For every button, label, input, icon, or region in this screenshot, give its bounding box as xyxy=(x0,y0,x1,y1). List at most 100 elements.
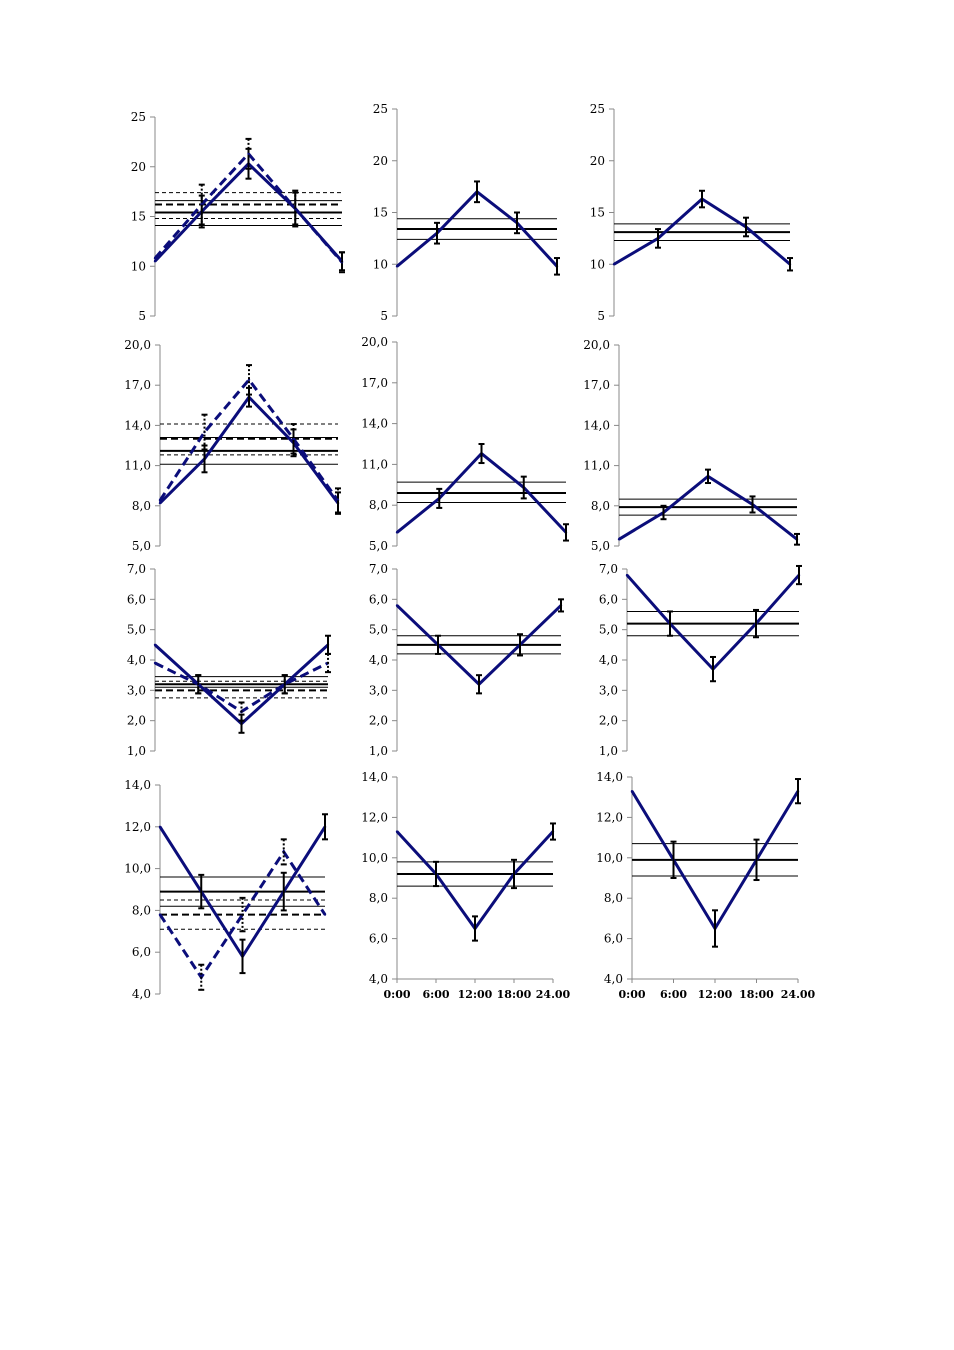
x-tick-label: 24.00 xyxy=(781,988,816,1001)
data-point xyxy=(625,573,629,577)
y-tick-label: 1,0 xyxy=(599,744,618,758)
y-tick-label: 1,0 xyxy=(369,744,388,758)
y-tick-label: 20,0 xyxy=(361,335,388,349)
y-tick-label: 3,0 xyxy=(369,683,388,697)
y-tick-label: 10,0 xyxy=(596,851,623,865)
y-tick-label: 5,0 xyxy=(369,539,388,553)
x-tick-label: 6:00 xyxy=(422,988,449,1001)
y-tick-label: 6,0 xyxy=(604,932,623,946)
y-tick-label: 8,0 xyxy=(132,499,151,513)
y-tick-label: 14,0 xyxy=(124,418,151,432)
y-tick-label: 1,0 xyxy=(127,744,146,758)
y-tick-label: 5,0 xyxy=(599,623,618,637)
data-point xyxy=(158,913,162,916)
y-tick-label: 11,0 xyxy=(124,459,151,473)
y-tick-label: 11,0 xyxy=(361,457,388,471)
y-tick-label: 8,0 xyxy=(369,891,388,905)
data-point xyxy=(153,661,157,665)
x-tick-label: 18:00 xyxy=(739,988,774,1001)
y-tick-label: 4,0 xyxy=(369,653,388,667)
y-tick-label: 20,0 xyxy=(583,338,610,352)
y-tick-label: 11,0 xyxy=(583,459,610,473)
y-tick-label: 2,0 xyxy=(599,714,618,728)
x-tick-label: 24.00 xyxy=(536,988,571,1001)
chart-panel-6: 20,0 17,0 14,0 11,0 8,0 5,0 xyxy=(583,338,800,553)
y-tick-label: 4,0 xyxy=(127,653,146,667)
data-point xyxy=(630,789,634,793)
y-tick-label: 10,0 xyxy=(124,862,151,876)
y-tick-label: 14,0 xyxy=(361,770,388,784)
y-tick-label: 14,0 xyxy=(124,778,151,792)
y-tick-label: 5 xyxy=(138,309,146,323)
y-tick-label: 6,0 xyxy=(369,592,388,606)
y-tick-label: 15 xyxy=(373,206,388,220)
chart-panel-10: 14,0 12,0 10,0 8,0 6,0 4,0 xyxy=(124,778,328,1001)
x-tick-label: 0:00 xyxy=(618,988,645,1001)
y-tick-label: 4,0 xyxy=(604,972,623,986)
chart-panel-4: 20,0 17,0 14,0 11,0 8,0 5,0 xyxy=(124,338,341,553)
y-tick-label: 20 xyxy=(373,154,388,168)
y-tick-label: 5 xyxy=(380,309,388,323)
y-tick-label: 10 xyxy=(131,259,146,273)
x-tick-label: 0:00 xyxy=(383,988,410,1001)
y-tick-label: 3,0 xyxy=(599,683,618,697)
data-point xyxy=(158,501,162,505)
y-tick-label: 14,0 xyxy=(361,417,388,431)
y-tick-label: 5,0 xyxy=(591,539,610,553)
chart-panel-1: 25 20 15 10 5 xyxy=(131,110,345,323)
y-tick-label: 12,0 xyxy=(361,810,388,824)
data-point xyxy=(153,260,157,263)
y-tick-label: 7,0 xyxy=(127,562,146,576)
y-tick-label: 6,0 xyxy=(369,932,388,946)
y-tick-label: 25 xyxy=(373,102,388,116)
data-point xyxy=(292,437,295,440)
chart-panel-2: 25 20 15 10 5 xyxy=(373,102,560,323)
y-tick-label: 10 xyxy=(590,257,605,271)
data-point xyxy=(395,265,399,268)
series-line xyxy=(395,830,555,932)
data-point xyxy=(395,531,399,534)
y-tick-label: 14,0 xyxy=(596,770,623,784)
data-point xyxy=(395,830,399,833)
x-tick-label: 18:00 xyxy=(497,988,532,1001)
y-tick-label: 12,0 xyxy=(596,810,623,824)
chart-panel-5: 20,0 17,0 14,0 11,0 8,0 5,0 xyxy=(361,335,569,553)
x-tick-label: 6:00 xyxy=(660,988,687,1001)
y-tick-label: 12,0 xyxy=(124,820,151,834)
data-point xyxy=(247,152,250,156)
y-tick-label: 17,0 xyxy=(583,378,610,392)
y-tick-label: 2,0 xyxy=(369,714,388,728)
data-point xyxy=(247,378,251,382)
y-tick-label: 15 xyxy=(131,210,146,224)
chart-panel-11: 14,0 12,0 10,0 8,0 6,0 4,0 0:00 6:00 12:00 18:00 2… xyxy=(361,770,570,1001)
data-point xyxy=(323,913,327,916)
y-tick-label: 6,0 xyxy=(599,592,618,606)
data-point xyxy=(395,604,399,607)
y-tick-label: 7,0 xyxy=(369,562,388,576)
series-line-dashed xyxy=(158,849,327,981)
y-tick-label: 7,0 xyxy=(599,562,618,576)
data-point xyxy=(158,825,162,828)
y-tick-label: 10,0 xyxy=(361,851,388,865)
y-tick-label: 5,0 xyxy=(369,623,388,637)
y-tick-label: 14,0 xyxy=(583,418,610,432)
chart-panel-9: 7,0 6,0 5,0 4,0 3,0 2,0 1,0 xyxy=(599,562,802,758)
chart-panel-7: 7,0 6,0 5,0 4,0 3,0 2,0 1,0 xyxy=(127,562,331,758)
data-point xyxy=(153,643,157,647)
data-point xyxy=(158,499,162,502)
y-tick-label: 2,0 xyxy=(127,714,146,728)
x-tick-label: 12:00 xyxy=(458,988,493,1001)
y-tick-label: 8,0 xyxy=(369,498,388,512)
y-tick-label: 5 xyxy=(597,309,605,323)
data-point xyxy=(612,263,616,266)
y-tick-label: 10 xyxy=(373,257,388,271)
y-tick-label: 25 xyxy=(131,110,146,124)
y-tick-label: 17,0 xyxy=(124,378,151,392)
y-tick-label: 8,0 xyxy=(132,903,151,917)
chart-panel-3: 25 20 15 10 5 xyxy=(590,102,793,323)
y-tick-label: 17,0 xyxy=(361,376,388,390)
y-tick-label: 20 xyxy=(590,154,605,168)
y-tick-label: 8,0 xyxy=(604,891,623,905)
series-line xyxy=(625,574,801,672)
y-tick-label: 5,0 xyxy=(127,623,146,637)
